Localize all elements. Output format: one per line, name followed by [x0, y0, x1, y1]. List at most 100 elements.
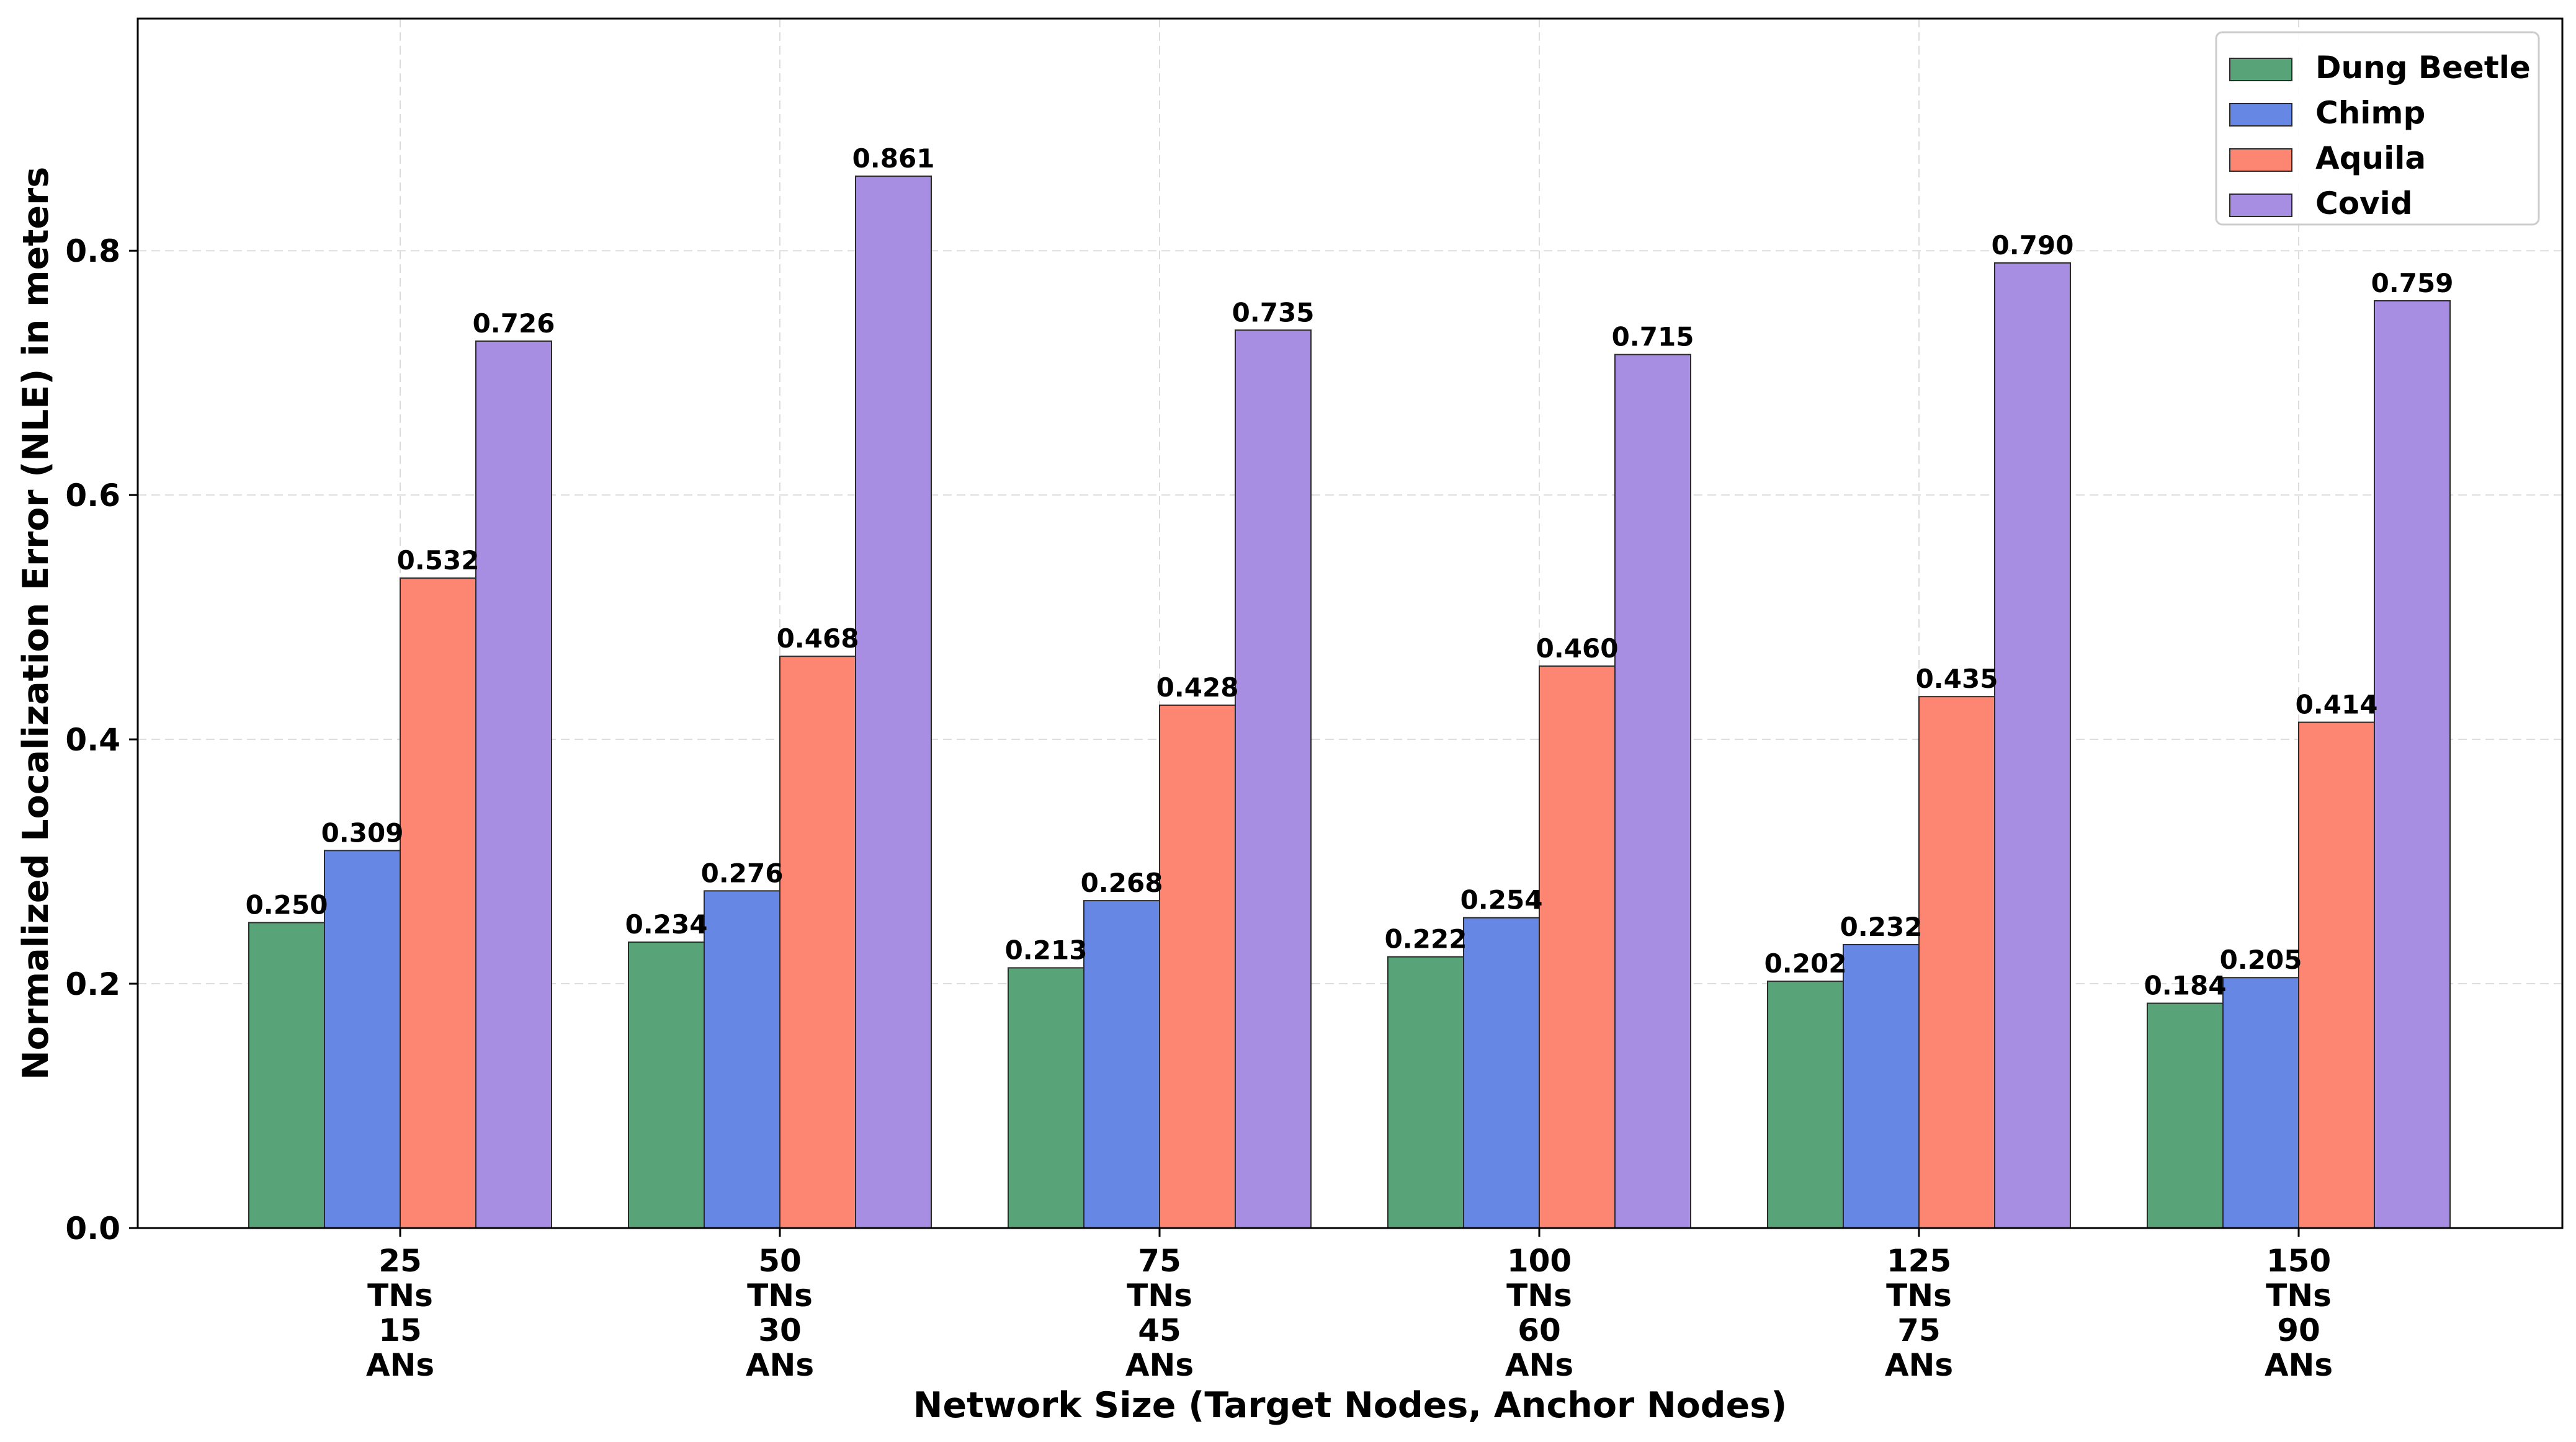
data-label: 0.460	[1536, 633, 1619, 664]
data-label: 0.202	[1764, 948, 1847, 979]
bar	[628, 941, 705, 1229]
data-labels: 0.250 0.234 0.213 0.222 0.202 0.184 0.309 0.276…	[246, 143, 2454, 1000]
data-label: 0.276	[701, 858, 784, 888]
y-axis-title: Normalized Localization Error (NLE) in m…	[16, 167, 56, 1080]
bar	[1235, 329, 1312, 1229]
legend-box	[2215, 31, 2540, 226]
bar	[1843, 944, 1920, 1229]
data-label: 0.468	[777, 623, 859, 654]
x-tick-label-line: 50	[758, 1243, 802, 1279]
x-tick-label-line: ANs	[366, 1347, 434, 1383]
y-tick-label: 0.2	[65, 966, 120, 1002]
x-tick-label: 75 TNs 45 ANs	[1125, 1243, 1194, 1383]
legend-swatch	[2229, 103, 2292, 127]
bar	[855, 176, 932, 1229]
data-label: 0.250	[246, 890, 328, 920]
bar	[1614, 354, 1691, 1229]
x-tick-label-line: 75	[1897, 1312, 1941, 1348]
plot-area-frame	[136, 17, 2564, 1229]
bar	[2298, 721, 2375, 1229]
bar	[1159, 704, 1236, 1229]
bar	[1008, 967, 1085, 1229]
bar	[1387, 956, 1464, 1229]
legend-label: Chimp	[2315, 95, 2425, 131]
x-tick-label-line: TNs	[2266, 1278, 2332, 1314]
y-tick-label: 0.8	[65, 233, 120, 269]
x-tick-label-line: 30	[758, 1312, 802, 1348]
x-tick-label: 25 TNs 15 ANs	[366, 1243, 434, 1383]
bar	[324, 850, 401, 1229]
x-tick-label-line: 15	[378, 1312, 422, 1348]
x-axis-title: Network Size (Target Nodes, Anchor Nodes…	[913, 1385, 1787, 1426]
x-tick-label-line: TNs	[1506, 1278, 1572, 1314]
x-tick-label-line: 25	[378, 1243, 422, 1279]
x-tick-label-line: 90	[2277, 1312, 2320, 1348]
bar	[2222, 977, 2299, 1229]
legend-swatch	[2229, 148, 2292, 172]
y-tick-label: 0.6	[65, 478, 120, 514]
x-tick-label-line: TNs	[1127, 1278, 1192, 1314]
bar	[1994, 262, 2071, 1229]
x-tick-label-line: 125	[1887, 1243, 1951, 1279]
x-tick-label-line: 45	[1138, 1312, 1181, 1348]
data-label: 0.184	[2144, 971, 2227, 1001]
bar	[1463, 917, 1540, 1229]
x-tick-label-line: ANs	[2265, 1347, 2333, 1383]
data-label: 0.222	[1385, 924, 1467, 955]
legend-label: Covid	[2315, 185, 2413, 221]
data-label: 0.232	[1840, 912, 1923, 942]
bar	[475, 340, 552, 1229]
bar	[704, 890, 780, 1229]
legend-swatch	[2229, 58, 2292, 81]
y-tick-label: 0.0	[65, 1211, 120, 1247]
x-tick-label: 100 TNs 60 ANs	[1505, 1243, 1573, 1383]
bar	[248, 922, 325, 1229]
data-label: 0.861	[852, 143, 935, 174]
bar	[400, 577, 476, 1229]
legend-label: Aquila	[2315, 140, 2426, 176]
data-label: 0.428	[1156, 672, 1239, 703]
data-label: 0.234	[625, 909, 708, 940]
y-tick-label: 0.4	[65, 722, 120, 758]
x-tick-label-line: 75	[1138, 1243, 1181, 1279]
legend-swatch	[2229, 194, 2292, 217]
x-tick-label: 50 TNs 30 ANs	[746, 1243, 814, 1383]
data-label: 0.205	[2220, 945, 2302, 975]
x-tick-label-line: TNs	[367, 1278, 433, 1314]
bar	[2374, 300, 2451, 1229]
x-tick-label-line: 100	[1507, 1243, 1572, 1279]
data-label: 0.735	[1232, 297, 1315, 327]
legend: Dung Beetle Chimp Aquila Covid	[2215, 31, 2540, 226]
x-tick-label-line: ANs	[746, 1347, 814, 1383]
x-tick-label-line: ANs	[1125, 1347, 1194, 1383]
x-tick-label-line: ANs	[1505, 1347, 1573, 1383]
bar	[2147, 1002, 2224, 1229]
x-tick-label-line: TNs	[1886, 1278, 1952, 1314]
x-tick-label-line: TNs	[747, 1278, 813, 1314]
x-tick-label: 125 TNs 75 ANs	[1885, 1243, 1953, 1383]
bar	[1083, 900, 1160, 1229]
y-axis: 0.0 0.2 0.4 0.6 0.8	[65, 233, 138, 1247]
data-label: 0.414	[2296, 690, 2378, 720]
legend-label: Dung Beetle	[2315, 50, 2531, 86]
bar	[1539, 665, 1616, 1229]
data-label: 0.435	[1916, 664, 1998, 694]
x-tick-label-line: 150	[2266, 1243, 2331, 1279]
bar	[1767, 981, 1844, 1229]
data-label: 0.254	[1460, 885, 1543, 915]
x-tick-label-line: 60	[1518, 1312, 1561, 1348]
data-label: 0.759	[2371, 268, 2454, 298]
data-label: 0.309	[321, 817, 404, 848]
x-tick-label: 150 TNs 90 ANs	[2265, 1243, 2333, 1383]
data-label: 0.715	[1612, 322, 1694, 352]
bars	[248, 176, 2451, 1229]
bar	[1918, 696, 1995, 1229]
x-tick-label-line: ANs	[1885, 1347, 1953, 1383]
data-label: 0.790	[1992, 230, 2074, 260]
data-label: 0.268	[1081, 868, 1163, 898]
data-label: 0.213	[1005, 935, 1088, 965]
data-label: 0.726	[473, 308, 555, 339]
data-label: 0.532	[397, 545, 480, 576]
